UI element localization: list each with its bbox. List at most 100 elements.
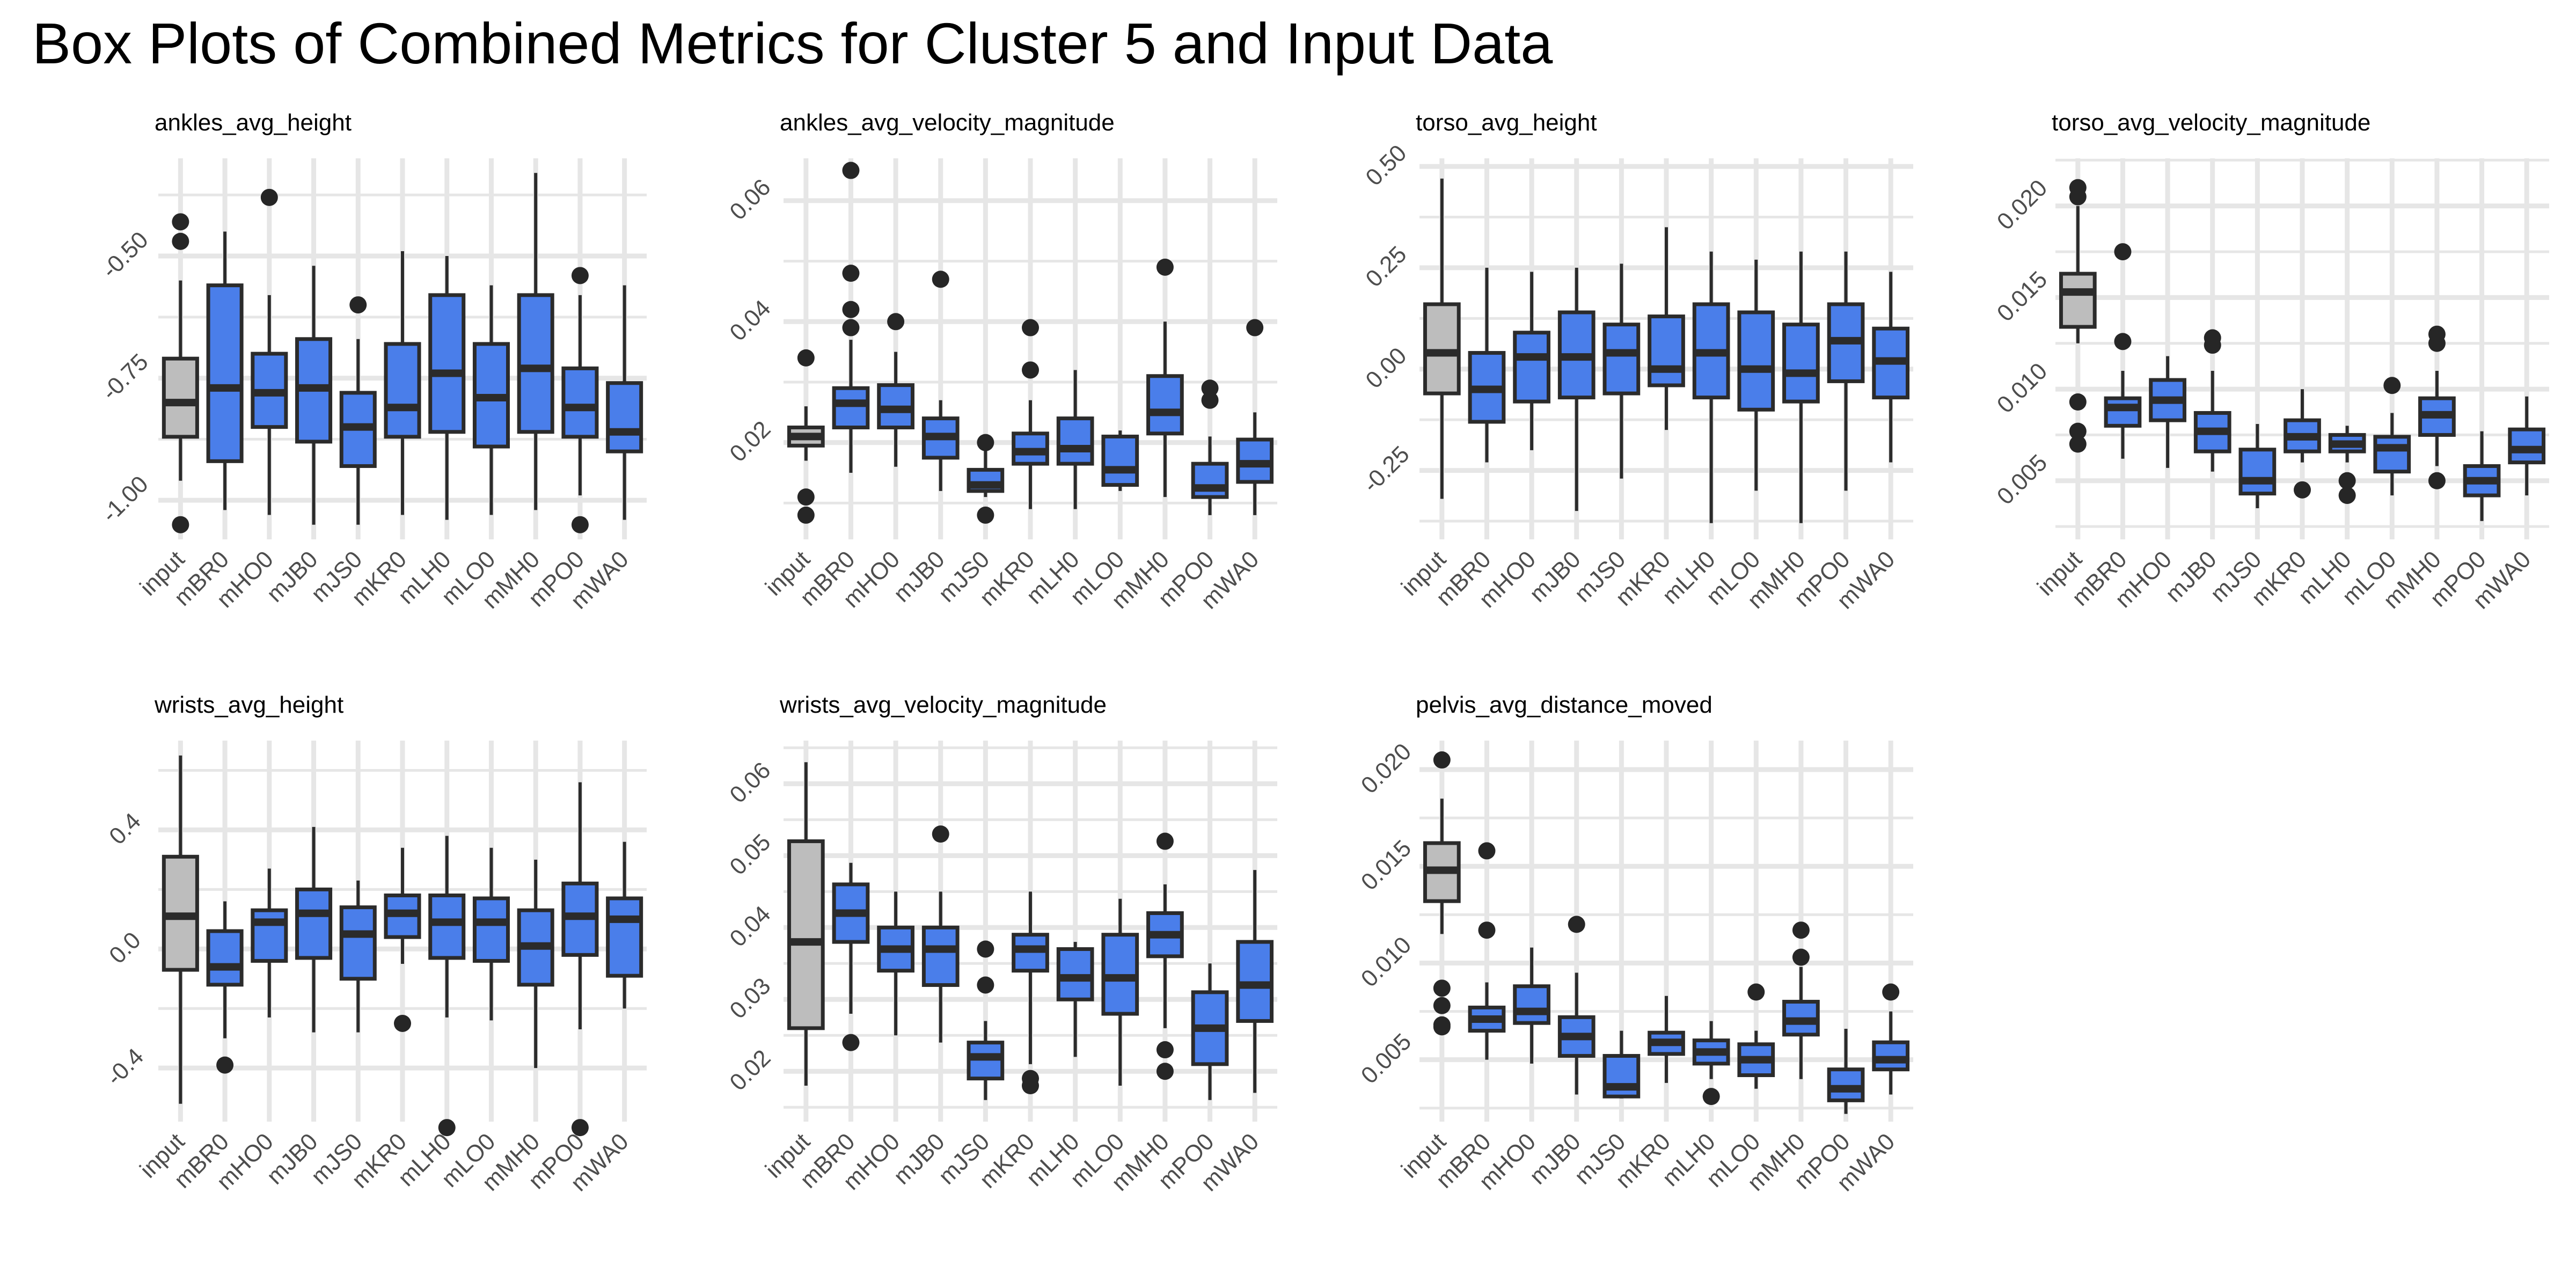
- outlier-point: [797, 506, 815, 524]
- outlier-point: [2338, 487, 2356, 504]
- outlier-point: [2428, 472, 2446, 489]
- box-mJS0: [967, 434, 1005, 524]
- outlier-point: [1792, 921, 1810, 939]
- outlier-point: [2114, 333, 2132, 350]
- outlier-point: [2294, 481, 2311, 499]
- outlier-point: [842, 265, 860, 282]
- box-mHO0: [877, 313, 914, 467]
- box-mJB0: [921, 270, 960, 491]
- box-mJB0: [1557, 267, 1596, 511]
- box-mJB0: [921, 825, 960, 1043]
- box-mKR0: [2284, 389, 2321, 499]
- box-iqr: [517, 293, 554, 434]
- y-tick-label: 0.015: [1356, 835, 1417, 896]
- box-iqr: [251, 908, 288, 963]
- outlier-point: [172, 516, 189, 533]
- outlier-point: [797, 349, 815, 367]
- box-iqr: [1513, 331, 1550, 404]
- y-tick-label: 0.005: [1992, 449, 2053, 510]
- box-iqr: [561, 366, 599, 439]
- outlier-point: [571, 267, 589, 284]
- box-iqr: [428, 293, 466, 434]
- outlier-point: [2069, 393, 2087, 411]
- outlier-point: [172, 232, 189, 250]
- chart-title: Box Plots of Combined Metrics for Cluste…: [32, 11, 1553, 76]
- box-iqr: [1737, 310, 1775, 412]
- box-mJS0: [339, 296, 377, 525]
- box-mBR0: [206, 231, 244, 510]
- x-tick-label: mJB0: [889, 546, 950, 607]
- box-mMH0: [517, 859, 554, 1069]
- box-mHO0: [877, 891, 914, 1036]
- box-mHO0: [1513, 947, 1550, 1064]
- y-tick-label: 0.05: [724, 829, 775, 880]
- box-mHO0: [2149, 356, 2186, 468]
- box-input: [787, 762, 825, 1086]
- panel-title: ankles_avg_height: [155, 109, 352, 136]
- box-iqr: [1648, 314, 1685, 387]
- box-input: [162, 755, 199, 1104]
- x-tick-label: mJB0: [261, 1128, 323, 1189]
- box-iqr: [787, 839, 825, 1030]
- y-tick-label: -0.75: [97, 349, 153, 406]
- panel-ankles_avg_height: -1.00-0.75-0.50inputmBR0mHO0mJB0mJS0mKR0…: [97, 109, 647, 614]
- box-mHO0: [251, 188, 288, 515]
- box-mBR0: [206, 901, 244, 1074]
- box-mJS0: [967, 940, 1005, 1100]
- box-iqr: [606, 381, 643, 453]
- y-tick-label: 0.020: [1356, 738, 1417, 799]
- box-iqr: [206, 929, 244, 987]
- y-tick-label: 0.005: [1356, 1028, 1417, 1089]
- box-mBR0: [1468, 267, 1506, 463]
- y-tick-label: 0.02: [724, 416, 775, 467]
- y-tick-label: 0.00: [1360, 342, 1411, 393]
- outlier-point: [1747, 983, 1765, 1001]
- y-tick-label: 0.25: [1360, 241, 1411, 292]
- box-mLO0: [1101, 430, 1139, 491]
- box-mJS0: [1602, 1030, 1641, 1099]
- box-mHO0: [1513, 272, 1550, 450]
- outlier-point: [571, 1119, 589, 1137]
- outlier-point: [2428, 334, 2446, 352]
- box-mWA0: [1236, 870, 1274, 1093]
- y-tick-label: 0.06: [724, 174, 775, 225]
- box-mPO0: [2463, 431, 2501, 521]
- box-mBR0: [1468, 842, 1506, 1060]
- outlier-point: [571, 516, 589, 533]
- panel-pelvis_avg_distance_moved: 0.0050.0100.0150.020inputmBR0mHO0mJB0mJS…: [1356, 692, 1913, 1196]
- box-mJB0: [295, 826, 333, 1033]
- panel-ankles_avg_velocity_magnitude: 0.020.040.06inputmBR0mHO0mJB0mJS0mKR0mLH…: [724, 109, 1277, 614]
- panel-wrists_avg_height: -0.40.00.4inputmBR0mHO0mJB0mJS0mKR0mLH0m…: [101, 692, 647, 1196]
- y-tick-label: 0.0: [104, 927, 146, 969]
- outlier-point: [1022, 319, 1039, 336]
- box-mKR0: [1648, 996, 1685, 1083]
- box-mPO0: [1191, 963, 1229, 1100]
- panel-title: ankles_avg_velocity_magnitude: [780, 109, 1115, 136]
- outlier-point: [842, 162, 860, 179]
- outlier-point: [1433, 751, 1451, 769]
- outlier-point: [1156, 1041, 1174, 1059]
- outlier-point: [1156, 832, 1174, 850]
- box-mJS0: [1602, 264, 1641, 479]
- box-iqr: [1872, 1040, 1910, 1072]
- box-iqr: [2373, 435, 2411, 474]
- box-mLH0: [1692, 251, 1730, 523]
- outlier-point: [1433, 997, 1451, 1014]
- y-tick-label: -0.25: [1358, 441, 1415, 498]
- outlier-point: [172, 213, 189, 231]
- box-iqr: [295, 887, 333, 960]
- box-iqr: [1513, 984, 1550, 1025]
- y-tick-label: 0.02: [724, 1045, 775, 1096]
- outlier-point: [977, 940, 994, 958]
- box-mLH0: [428, 256, 466, 520]
- box-mKR0: [1012, 319, 1049, 509]
- outlier-point: [260, 188, 278, 206]
- box-mWA0: [1872, 983, 1910, 1095]
- x-tick-label: mJB0: [2161, 546, 2222, 607]
- box-mWA0: [1236, 319, 1274, 515]
- box-input: [1423, 178, 1461, 499]
- box-iqr: [1056, 416, 1094, 466]
- outlier-point: [797, 488, 815, 506]
- outlier-point: [1201, 379, 1219, 397]
- box-mJB0: [1557, 916, 1596, 1095]
